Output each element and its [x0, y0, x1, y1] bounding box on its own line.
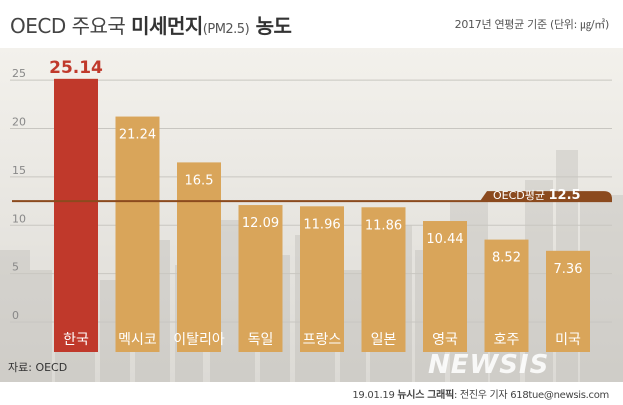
credit-org: 뉴시스 그래픽 [397, 390, 454, 401]
bar-value-label: 12.09 [242, 216, 279, 231]
y-tick-label: 25 [12, 67, 26, 80]
y-tick-label: 5 [12, 261, 19, 274]
category-label: 이탈리아 [173, 332, 225, 348]
category-label: 미국 [555, 332, 581, 348]
title-prefix: OECD 주요국 [10, 14, 132, 38]
category-label: 프랑스 [303, 332, 342, 348]
bar-value-label: 16.5 [185, 173, 214, 188]
bar-value-label: 7.36 [554, 262, 583, 277]
bar [54, 78, 98, 352]
credit-date: 19.01.19 [352, 390, 398, 401]
y-tick-label: 0 [12, 309, 19, 322]
category-label: 영국 [432, 332, 458, 348]
category-label: 독일 [248, 332, 274, 348]
bar [361, 207, 406, 352]
footer-bar: 19.01.19 뉴시스 그래픽: 전진우 기자 618tue@newsis.c… [0, 382, 623, 405]
bar-value-label: 21.24 [119, 128, 156, 143]
title-bold: 미세먼지 [131, 14, 203, 38]
title-sub: (PM2.5) [202, 22, 250, 37]
credit-author: : 전진우 기자 618tue@newsis.com [453, 390, 609, 401]
average-label-tab [480, 191, 612, 202]
bar-value-label: 11.96 [303, 217, 340, 232]
bar-value-label: 25.14 [49, 58, 103, 78]
bar-value-label: 11.86 [365, 218, 402, 233]
category-label: 멕시코 [118, 332, 157, 348]
bar [423, 221, 467, 352]
newsis-watermark: NEWSIS [428, 350, 550, 380]
credit-line: 19.01.19 뉴시스 그래픽: 전진우 기자 618tue@newsis.c… [352, 386, 609, 401]
bar [238, 205, 283, 352]
bar [300, 206, 344, 352]
title-suffix: 농도 [249, 14, 292, 38]
bar [177, 162, 221, 352]
bar-value-label: 8.52 [492, 251, 521, 266]
category-label: 일본 [371, 332, 397, 348]
unit-note: 2017년 연평균 기준 (단위: ㎍/㎥) [454, 18, 610, 31]
bar [115, 116, 160, 352]
chart-title: OECD 주요국 미세먼지(PM2.5) 농도 [10, 10, 292, 40]
bar-value-label: 10.44 [426, 232, 463, 247]
average-label: OECD평균 12.5 [493, 188, 581, 203]
bar [484, 239, 529, 352]
source-note: 자료: OECD [8, 361, 68, 374]
category-label: 호주 [494, 332, 520, 348]
y-tick-label: 10 [12, 212, 26, 225]
y-tick-label: 20 [12, 116, 26, 129]
category-label: 한국 [63, 332, 89, 348]
y-tick-label: 15 [12, 164, 26, 177]
bar [546, 250, 590, 352]
